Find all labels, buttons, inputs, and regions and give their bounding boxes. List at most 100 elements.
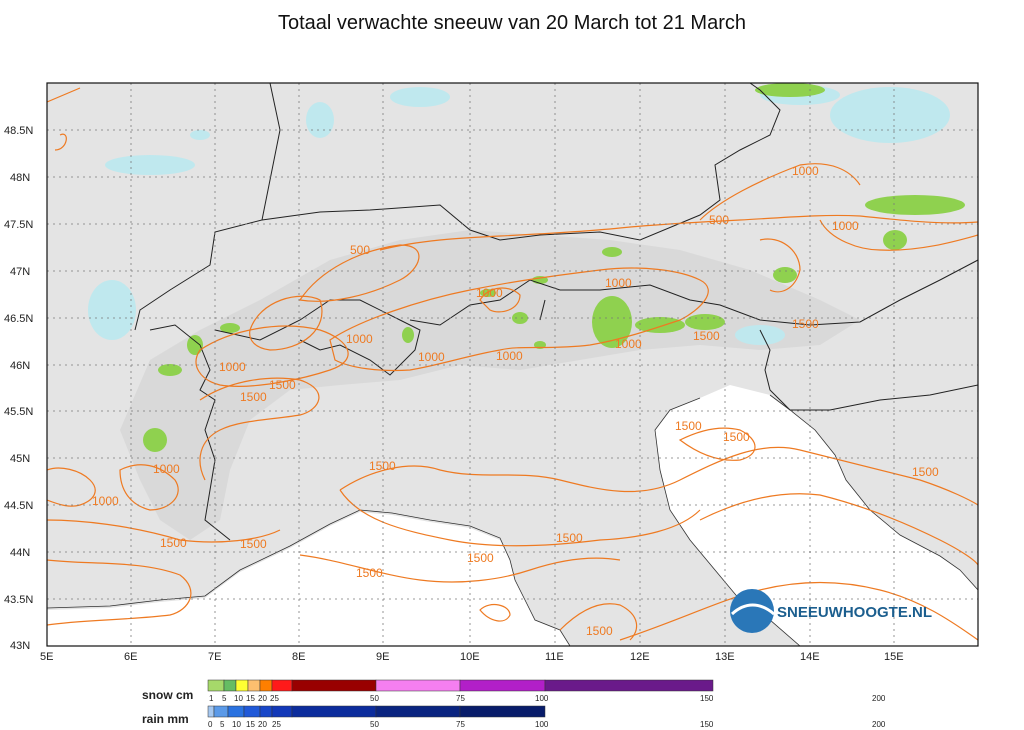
alps-relief <box>120 230 860 540</box>
snow-legend-swatch <box>223 679 237 692</box>
lon-tick: 13E <box>715 651 735 663</box>
contour-label: 500 <box>709 213 729 227</box>
contour-label: 500 <box>350 243 370 257</box>
snow-legend-tick-label: 5 <box>222 694 227 703</box>
rain-legend-tick-label: 150 <box>700 720 714 729</box>
rain-legend-tick-label: 25 <box>272 720 281 729</box>
rain-legend-tick-label: 15 <box>246 720 255 729</box>
lat-tick: 43N <box>10 640 30 652</box>
lon-tick: 10E <box>460 651 480 663</box>
contour-label: 1500 <box>160 536 187 550</box>
lat-tick: 46.5N <box>4 313 33 325</box>
snow-legend-swatch <box>259 679 273 692</box>
rain-legend-swatch <box>459 705 546 718</box>
contour-label: 1000 <box>832 219 859 233</box>
snow-legend-swatch <box>291 679 377 692</box>
contour-label: 1500 <box>556 531 583 545</box>
rain-legend-swatch <box>291 705 377 718</box>
rain-legend-tick-label: 75 <box>456 720 465 729</box>
lat-tick: 45N <box>10 453 30 465</box>
rain-legend-tick-label: 50 <box>370 720 379 729</box>
lat-tick: 44.5N <box>4 500 33 512</box>
contour-label: 1500 <box>912 465 939 479</box>
snow-legend-swatch <box>544 679 714 692</box>
sneeuwhoogte-logo: SNEEUWHOOGTE.NL <box>730 589 932 633</box>
lon-tick: 15E <box>884 651 904 663</box>
snow-legend-swatch <box>247 679 261 692</box>
lon-tick: 12E <box>630 651 650 663</box>
rain-legend-tick-label: 200 <box>872 720 886 729</box>
contour-label: 1500 <box>675 419 702 433</box>
contour-label: 1000 <box>346 332 373 346</box>
contour-label: 1500 <box>269 378 296 392</box>
lon-tick: 6E <box>124 651 137 663</box>
lat-tick: 46N <box>10 360 30 372</box>
contour-label: 1500 <box>723 430 750 444</box>
snow-legend: snow cm 1 5 10 15 20 25 50 75 100 150 200 <box>142 679 886 703</box>
contour-label: 1000 <box>153 462 180 476</box>
contour-label: 1000 <box>476 286 503 300</box>
snow-legend-tick-label: 10 <box>234 694 243 703</box>
lon-tick: 11E <box>545 651 564 663</box>
map-frame <box>46 82 979 647</box>
lat-tick: 47.5N <box>4 219 33 231</box>
rain-legend-tick-label: 20 <box>258 720 267 729</box>
lat-tick: 45.5N <box>4 406 33 418</box>
snow-legend-swatch <box>459 679 546 692</box>
rain-legend-swatch <box>375 705 461 718</box>
snow-legend-swatch <box>235 679 249 692</box>
snow-legend-tick-label: 25 <box>270 694 279 703</box>
contour-label: 1500 <box>693 329 720 343</box>
lon-tick: 14E <box>800 651 820 663</box>
contour-label: 1500 <box>586 624 613 638</box>
logo-text: SNEEUWHOOGTE.NL <box>777 604 932 621</box>
snow-legend-tick-label: 15 <box>246 694 255 703</box>
lat-tick: 44N <box>10 547 30 559</box>
contour-label: 1500 <box>356 566 383 580</box>
lon-tick: 8E <box>292 651 305 663</box>
contour-label: 1000 <box>615 337 642 351</box>
rain-legend-swatch <box>259 705 273 718</box>
logo-globe-icon <box>730 589 774 633</box>
contour-labels: 500 1000 1000 1000 1000 1000 1000 1000 1… <box>92 164 939 638</box>
rain-legend-label: rain mm <box>142 712 189 726</box>
lon-axis: 5E 6E 7E 8E 9E 10E 11E 12E 13E 14E 15E <box>40 651 904 663</box>
snow-legend-tick-label: 150 <box>700 694 714 703</box>
contour-label: 1500 <box>792 317 819 331</box>
snow-legend-tick-label: 1 <box>209 694 214 703</box>
sea-adriatic <box>655 385 978 646</box>
rain-legend-tick-label: 10 <box>232 720 241 729</box>
rain-legend-swatch <box>207 705 215 718</box>
snow-legend-tick-label: 50 <box>370 694 379 703</box>
lon-tick: 5E <box>40 651 53 663</box>
rain-legend-tick-label: 5 <box>220 720 225 729</box>
contour-label: 1500 <box>240 537 267 551</box>
snow-legend-swatch <box>271 679 293 692</box>
snow-legend-swatch <box>207 679 225 692</box>
contour-label: 1000 <box>496 349 523 363</box>
lon-tick: 9E <box>376 651 389 663</box>
contour-label: 1000 <box>92 494 119 508</box>
lat-axis: 48.5N 48N 47.5N 47N 46.5N 46N 45.5N 45N … <box>4 125 33 652</box>
lat-tick: 43.5N <box>4 594 33 606</box>
contour-label: 1000 <box>605 276 632 290</box>
snow-legend-tick-label: 20 <box>258 694 267 703</box>
contour-label: 1500 <box>467 551 494 565</box>
rain-legend-swatch <box>271 705 293 718</box>
lat-tick: 47N <box>10 266 30 278</box>
lon-tick: 7E <box>208 651 221 663</box>
snow-areas <box>143 83 965 452</box>
snow-legend-tick-label: 100 <box>535 694 549 703</box>
grid-lines <box>47 83 978 646</box>
contour-label: 1000 <box>418 350 445 364</box>
rain-legend-swatch <box>213 705 229 718</box>
snow-legend-tick-label: 75 <box>456 694 465 703</box>
contour-label: 1500 <box>369 459 396 473</box>
rain-legend: rain mm 0 5 10 15 20 25 50 75 100 150 200 <box>142 705 886 729</box>
contour-label: 1000 <box>792 164 819 178</box>
rain-legend-tick-label: 0 <box>208 720 213 729</box>
contour-label: 1500 <box>240 390 267 404</box>
rain-legend-swatch <box>227 705 245 718</box>
contour-lines <box>47 87 978 641</box>
